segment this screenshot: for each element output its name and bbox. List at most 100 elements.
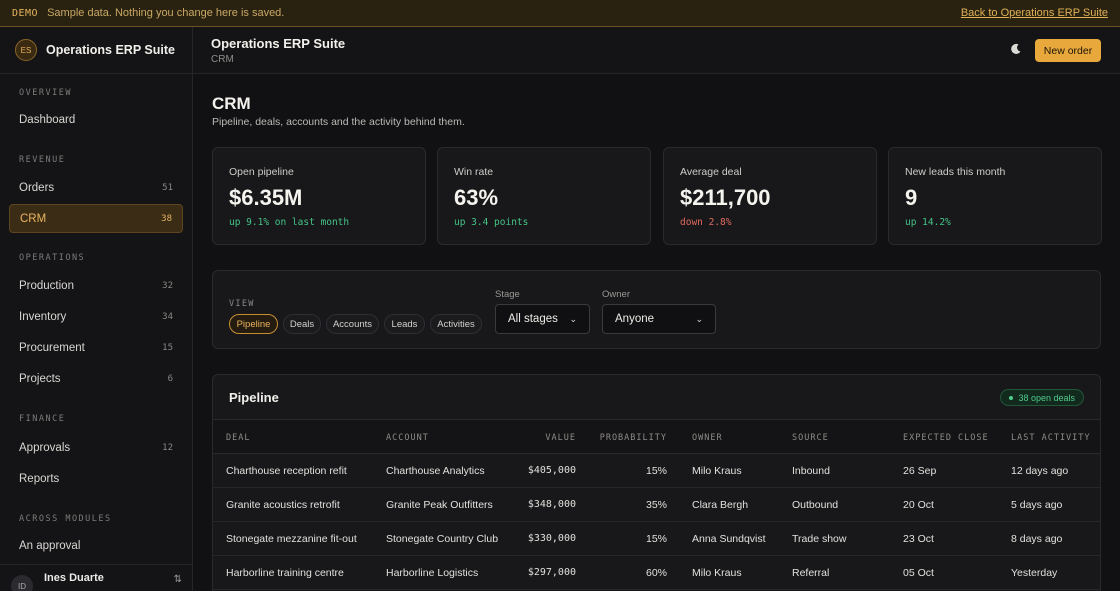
sidebar-item-orders[interactable]: Orders 51	[9, 173, 183, 202]
section-operations: OPERATIONS	[19, 253, 86, 263]
sidebar-item-label: Production	[19, 279, 74, 292]
table-row[interactable]: Harborline training centre Harborline Lo…	[213, 556, 1100, 590]
cell-account: Stonegate Country Club	[386, 533, 499, 545]
user-profile[interactable]: ID Ines Duarte ⇅	[0, 564, 193, 591]
sidebar-item-label: An approval	[19, 539, 81, 552]
owner-value: Anyone	[615, 313, 655, 325]
demo-message: Sample data. Nothing you change here is …	[47, 7, 285, 19]
cell-deal: Granite acoustics retrofit	[226, 499, 340, 511]
kpi-delta: down 2.8%	[680, 217, 732, 228]
demo-tag: DEMO	[12, 7, 39, 19]
owner-label: Owner	[602, 289, 630, 300]
column-source[interactable]: SOURCE	[792, 433, 829, 443]
header-title: Operations ERP Suite	[211, 36, 346, 51]
switch-icon[interactable]: ⇅	[173, 574, 182, 585]
column-owner[interactable]: OWNER	[692, 433, 723, 443]
cell-account: Harborline Logistics	[386, 567, 479, 579]
tab-activities[interactable]: Activities	[430, 314, 482, 334]
sidebar-item-projects[interactable]: Projects 6	[9, 364, 183, 393]
cell-expected-close: 20 Oct	[903, 499, 934, 511]
kpi-card: Open pipeline $6.35M up 9.1% on last mon…	[212, 147, 426, 245]
column-account[interactable]: ACCOUNT	[386, 433, 429, 443]
tab-pipeline[interactable]: Pipeline	[229, 314, 278, 334]
sidebar-item-label: Approvals	[19, 441, 71, 454]
chevron-down-icon: ⌄	[569, 313, 577, 324]
cell-owner: Clara Bergh	[692, 499, 749, 511]
sidebar-item-count: 12	[162, 442, 173, 453]
page-title: CRM	[212, 94, 251, 113]
sidebar-item-inventory[interactable]: Inventory 34	[9, 302, 183, 331]
user-name: Ines Duarte	[44, 572, 104, 584]
kpi-value: 63%	[454, 185, 499, 210]
kpi-label: New leads this month	[905, 166, 1006, 178]
demo-banner: DEMO Sample data. Nothing you change her…	[0, 0, 1120, 27]
sidebar-item-reports[interactable]: Reports	[9, 464, 183, 493]
kpi-card: Win rate 63% up 3.4 points	[437, 147, 651, 245]
cell-last-activity: 12 days ago	[1011, 465, 1069, 477]
brand-logo: ES	[15, 39, 37, 61]
cell-account: Granite Peak Outfitters	[386, 499, 493, 511]
back-link[interactable]: Back to Operations ERP Suite	[960, 7, 1108, 19]
kpi-delta: up 3.4 points	[454, 217, 529, 228]
kpi-value: $211,700	[680, 185, 771, 210]
cell-value: $330,000	[527, 533, 576, 544]
cell-source: Trade show	[792, 533, 847, 545]
sidebar: ES Operations ERP Suite OVERVIEW Dashboa…	[0, 27, 193, 591]
sidebar-item-crm[interactable]: CRM 38	[9, 204, 183, 233]
kpi-label: Average deal	[680, 166, 742, 178]
view-label: VIEW	[229, 299, 255, 309]
cell-source: Inbound	[792, 465, 830, 477]
new-order-button[interactable]: New order	[1035, 39, 1101, 62]
stage-select[interactable]: All stages ⌄	[495, 304, 590, 334]
sidebar-item-count: 6	[167, 373, 173, 384]
sidebar-item-label: CRM	[20, 212, 47, 225]
section-finance: FINANCE	[19, 414, 66, 424]
sidebar-item-count: 51	[162, 182, 173, 193]
breadcrumb: CRM	[211, 54, 234, 65]
column-expected-close[interactable]: EXPECTED CLOSE	[903, 433, 989, 443]
kpi-label: Open pipeline	[229, 166, 294, 178]
cell-source: Outbound	[792, 499, 839, 511]
sidebar-item-count: 34	[162, 311, 173, 322]
sidebar-item-approvals[interactable]: Approvals 12	[9, 433, 183, 462]
tab-deals[interactable]: Deals	[283, 314, 321, 334]
pipeline-title: Pipeline	[229, 390, 279, 405]
avatar: ID	[11, 575, 33, 591]
sidebar-item-label: Projects	[19, 372, 61, 385]
brand[interactable]: ES Operations ERP Suite	[0, 27, 192, 74]
tab-accounts[interactable]: Accounts	[326, 314, 379, 334]
sidebar-item-count: 38	[161, 213, 172, 224]
sidebar-item-an-approval[interactable]: An approval	[9, 531, 183, 560]
cell-expected-close: 05 Oct	[903, 567, 934, 579]
filter-bar: VIEW Pipeline Deals Accounts Leads Activ…	[212, 270, 1101, 349]
column-value[interactable]: VALUE	[545, 433, 576, 443]
cell-last-activity: 8 days ago	[1011, 533, 1063, 545]
cell-probability: 15%	[645, 533, 667, 545]
cell-owner: Milo Kraus	[692, 567, 742, 579]
sidebar-item-label: Dashboard	[19, 113, 76, 126]
sidebar-item-label: Inventory	[19, 310, 67, 323]
sidebar-item-procurement[interactable]: Procurement 15	[9, 333, 183, 362]
moon-icon[interactable]	[1010, 43, 1024, 57]
table-row[interactable]: Stonegate mezzanine fit-out Stonegate Co…	[213, 522, 1100, 556]
table-row[interactable]: Granite acoustics retrofit Granite Peak …	[213, 488, 1100, 522]
chevron-down-icon: ⌄	[695, 313, 703, 324]
column-last-activity[interactable]: LAST ACTIVITY	[1011, 433, 1091, 443]
status-badge: 38 open deals	[1000, 389, 1084, 406]
sidebar-item-production[interactable]: Production 32	[9, 271, 183, 300]
kpi-value: $6.35M	[229, 185, 303, 210]
cell-probability: 15%	[645, 465, 667, 477]
owner-select[interactable]: Anyone ⌄	[602, 304, 716, 334]
cell-last-activity: Yesterday	[1011, 567, 1058, 579]
column-probability[interactable]: PROBABILITY	[599, 433, 667, 443]
kpi-card: Average deal $211,700 down 2.8%	[663, 147, 877, 245]
kpi-value: 9	[905, 185, 918, 210]
sidebar-item-label: Orders	[19, 181, 55, 194]
sidebar-item-dashboard[interactable]: Dashboard	[9, 105, 183, 134]
tab-leads[interactable]: Leads	[384, 314, 425, 334]
column-deal[interactable]: DEAL	[226, 433, 251, 443]
cell-expected-close: 23 Oct	[903, 533, 934, 545]
kpi-label: Win rate	[454, 166, 494, 178]
sidebar-item-label: Reports	[19, 472, 60, 485]
table-row[interactable]: Charthouse reception refit Charthouse An…	[213, 454, 1100, 488]
